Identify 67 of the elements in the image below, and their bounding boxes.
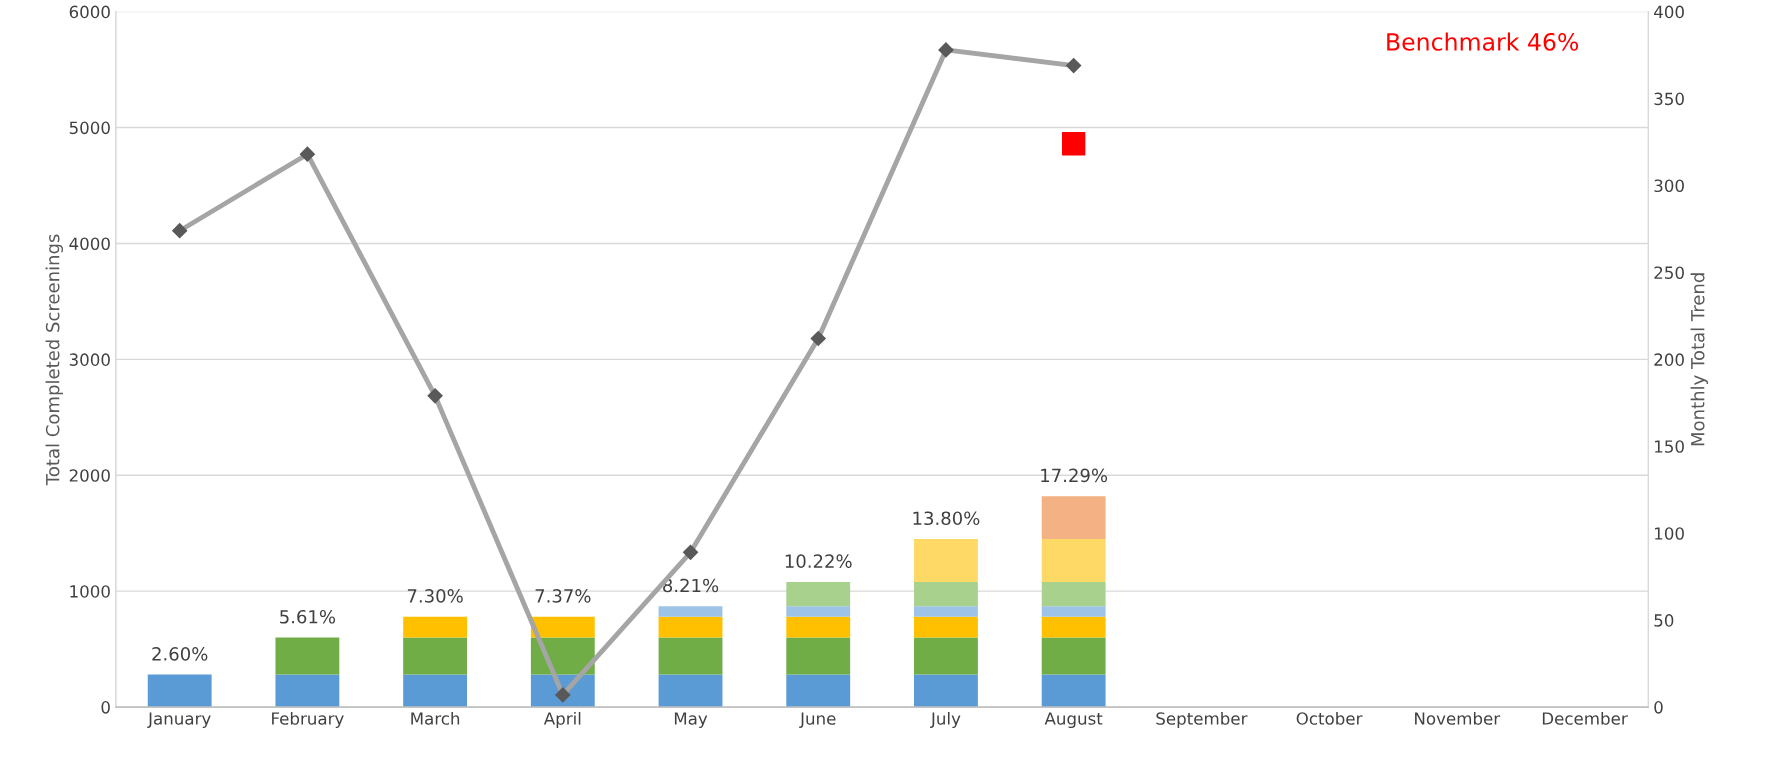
annotation: Benchmark 46% [1387, 32, 1579, 51]
annotation: 7.30% [407, 589, 463, 603]
bar [403, 674, 468, 708]
x-tick-label: October [1296, 711, 1363, 725]
bar [914, 539, 978, 582]
bar [1041, 616, 1106, 638]
y-axis-title: Total Completed Screenings [45, 234, 63, 486]
bar [914, 581, 978, 607]
bar [658, 616, 723, 638]
annotation: 2.60% [152, 647, 208, 661]
bar [1041, 539, 1106, 582]
x-tick-label: January [147, 712, 211, 729]
y-tick-label: 2000 [69, 469, 110, 482]
bar [658, 674, 723, 708]
bar [147, 674, 212, 708]
bar [1041, 674, 1106, 708]
y2-tick-label: 0 [1654, 701, 1663, 714]
bar [1041, 606, 1106, 617]
annotation: 17.29% [1041, 468, 1108, 483]
y2-tick-label: 100 [1655, 527, 1684, 540]
bar [530, 616, 595, 638]
x-tick-label: April [543, 711, 581, 729]
bar [275, 637, 340, 675]
y-tick-label: 4000 [69, 237, 110, 251]
y2-tick-label: 350 [1654, 92, 1684, 106]
bar [786, 606, 851, 617]
annotation: 5.61% [280, 609, 336, 624]
bar [1041, 581, 1106, 607]
x-tick-label: March [411, 711, 460, 725]
bar [403, 637, 468, 675]
bar [786, 674, 851, 708]
y-tick-label: 1000 [70, 585, 110, 598]
x-tick-label: December [1542, 711, 1628, 725]
y2-tick-label: 400 [1654, 5, 1684, 19]
y2-tick-label: 150 [1655, 440, 1684, 453]
y-tick-label: 6000 [69, 5, 110, 19]
y2-tick-label: 50 [1654, 614, 1674, 627]
bar [658, 637, 723, 675]
y-tick-label: 0 [101, 701, 110, 714]
annotation: 7.37% [535, 589, 591, 603]
bar [786, 581, 851, 607]
bar [403, 616, 468, 638]
x-tick-label: November [1415, 711, 1501, 725]
x-tick-label: June [799, 712, 836, 728]
y-tick-label: 3000 [69, 353, 110, 366]
x-tick-label: May [674, 712, 708, 729]
bar [658, 606, 723, 617]
y2-axis-title: Monthly Total Trend [1690, 273, 1709, 446]
bar [275, 674, 340, 708]
x-tick-label: February [272, 711, 344, 729]
bar [914, 616, 978, 638]
x-tick-label: September [1156, 711, 1248, 729]
bar [914, 637, 978, 675]
annotation: 13.80% [913, 511, 980, 526]
annotation: 10.22% [785, 554, 852, 568]
bar [914, 606, 978, 617]
bar [1041, 637, 1106, 675]
y-tick-label: 5000 [69, 121, 110, 135]
x-tick-label: July [930, 711, 961, 729]
y2-tick-label: 200 [1654, 353, 1684, 366]
y2-tick-label: 300 [1654, 179, 1684, 193]
bar [786, 637, 851, 675]
bar [914, 674, 978, 708]
bar [786, 616, 851, 638]
x-tick-label: August [1044, 712, 1103, 729]
bar [1041, 496, 1106, 540]
y2-tick-label: 250 [1654, 266, 1684, 279]
